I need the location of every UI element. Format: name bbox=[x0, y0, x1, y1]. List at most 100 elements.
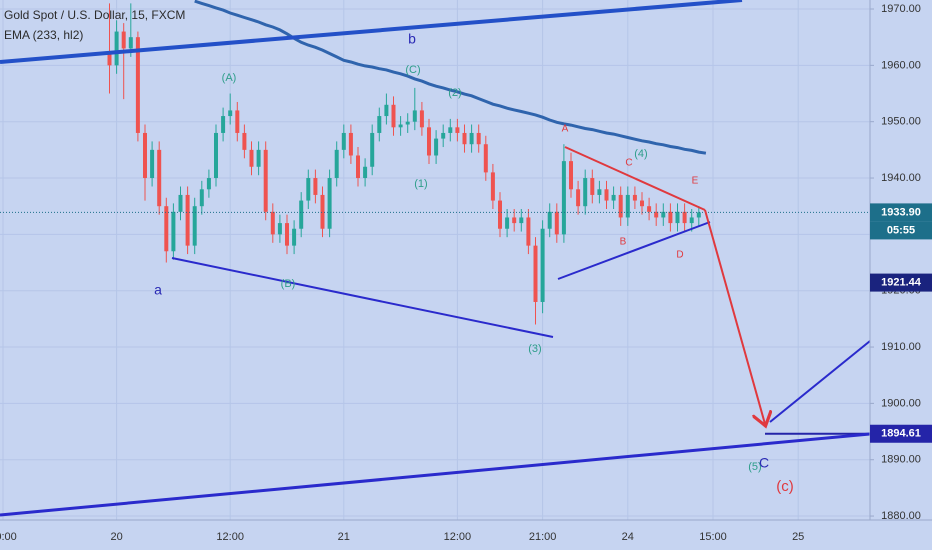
candle-body bbox=[618, 194, 623, 218]
candle-body bbox=[263, 149, 268, 212]
candle-body bbox=[455, 127, 460, 133]
wave-label: (2) bbox=[448, 87, 461, 99]
candle-body bbox=[320, 194, 325, 229]
candle-body bbox=[647, 206, 652, 212]
candle-body bbox=[476, 132, 481, 145]
candle-body bbox=[356, 155, 360, 179]
candle-body bbox=[299, 200, 304, 229]
wave-label: (5) bbox=[748, 461, 761, 473]
candle-body bbox=[576, 189, 581, 207]
trend-line bbox=[564, 146, 706, 211]
x-tick-label: 00:00 bbox=[0, 531, 17, 543]
candle-body bbox=[334, 149, 339, 179]
candle-body bbox=[270, 211, 275, 235]
wave-label: E bbox=[692, 176, 699, 187]
candle-body bbox=[696, 212, 701, 218]
x-tick-label: 20 bbox=[110, 531, 122, 543]
candle-body bbox=[192, 206, 197, 246]
y-tick-label: 1960.00 bbox=[881, 59, 921, 71]
candle-body bbox=[604, 189, 609, 201]
trend-line bbox=[557, 221, 711, 280]
candle-body bbox=[462, 132, 467, 145]
wave-label: (C) bbox=[405, 64, 420, 76]
price-label-box bbox=[870, 273, 932, 292]
candle-body bbox=[597, 189, 602, 195]
candle-body bbox=[377, 116, 382, 133]
candle-body bbox=[199, 189, 204, 207]
candle-body bbox=[206, 178, 211, 190]
chart-title: Gold Spot / U.S. Dollar, 15, FXCM bbox=[4, 8, 185, 22]
candle-body bbox=[540, 228, 545, 302]
candle-body bbox=[228, 110, 233, 117]
candle-body bbox=[171, 211, 176, 252]
candle-body bbox=[654, 211, 659, 218]
candle-body bbox=[498, 200, 502, 229]
candle-body bbox=[221, 116, 226, 133]
wave-label: (4) bbox=[634, 148, 647, 160]
candle-body bbox=[292, 228, 297, 246]
wave-label: B bbox=[620, 237, 627, 248]
candle-body bbox=[185, 194, 190, 246]
wave-label: (c) bbox=[776, 478, 794, 495]
wave-label: C bbox=[625, 158, 632, 169]
countdown-box bbox=[870, 221, 932, 240]
candle-body bbox=[448, 127, 453, 133]
y-tick-label: 1970.00 bbox=[881, 3, 921, 15]
candle-body bbox=[519, 217, 524, 224]
x-tick-label: 25 bbox=[792, 531, 804, 543]
candle-body bbox=[214, 132, 218, 179]
candle-body bbox=[490, 172, 495, 201]
ema-line bbox=[194, 0, 707, 155]
candle-body bbox=[277, 223, 282, 235]
x-tick-label: 12:00 bbox=[216, 531, 244, 543]
candle-body bbox=[682, 211, 687, 224]
candle-body bbox=[384, 104, 389, 117]
plot-area bbox=[0, 0, 870, 435]
projection-arrow bbox=[704, 209, 765, 424]
price-label: 1921.44 bbox=[881, 276, 922, 288]
wave-label: C bbox=[759, 455, 769, 471]
x-tick-label: 21 bbox=[338, 531, 350, 543]
candle-body bbox=[249, 149, 254, 167]
trend-line bbox=[0, 432, 870, 517]
wave-label: a bbox=[154, 282, 162, 298]
candle-body bbox=[235, 110, 240, 133]
candle-body bbox=[370, 132, 375, 167]
candle-body bbox=[590, 178, 595, 195]
wave-label: D bbox=[676, 250, 683, 261]
candle-body bbox=[341, 132, 346, 150]
price-label: 1894.61 bbox=[881, 428, 921, 440]
candle-body bbox=[419, 110, 424, 128]
candle-body bbox=[114, 31, 119, 66]
candle-body bbox=[505, 217, 510, 229]
candle-body bbox=[483, 144, 488, 173]
candle-body bbox=[143, 132, 147, 179]
trend-line bbox=[769, 340, 870, 423]
x-tick-label: 15:00 bbox=[699, 531, 727, 543]
candle-body bbox=[412, 110, 417, 122]
candle-body bbox=[547, 211, 552, 229]
candle-body bbox=[405, 121, 410, 125]
candle-body bbox=[363, 166, 368, 179]
candle-body bbox=[391, 104, 396, 128]
wave-label: (A) bbox=[222, 72, 237, 84]
candle-body bbox=[668, 211, 673, 224]
candle-body bbox=[285, 223, 289, 246]
price-label-box bbox=[870, 424, 932, 443]
candle-body bbox=[242, 132, 247, 150]
candle-body bbox=[135, 37, 140, 133]
candle-body bbox=[675, 211, 680, 224]
y-tick-label: 1900.00 bbox=[881, 397, 921, 409]
wave-label: A bbox=[562, 124, 569, 135]
candle-body bbox=[661, 211, 666, 218]
y-tick-label: 1940.00 bbox=[881, 172, 921, 184]
wave-labels: a b (A) (B) (C) (1) (2) (3) (4) (5) A B … bbox=[154, 31, 794, 495]
wave-label: b bbox=[408, 31, 416, 47]
candle-body bbox=[689, 217, 694, 224]
wave-label: (3) bbox=[528, 343, 541, 355]
y-tick-label: 1880.00 bbox=[881, 510, 921, 522]
candle-body bbox=[640, 200, 644, 207]
candle-body bbox=[569, 161, 573, 190]
candle-body bbox=[441, 132, 446, 139]
candle-body bbox=[164, 206, 169, 252]
